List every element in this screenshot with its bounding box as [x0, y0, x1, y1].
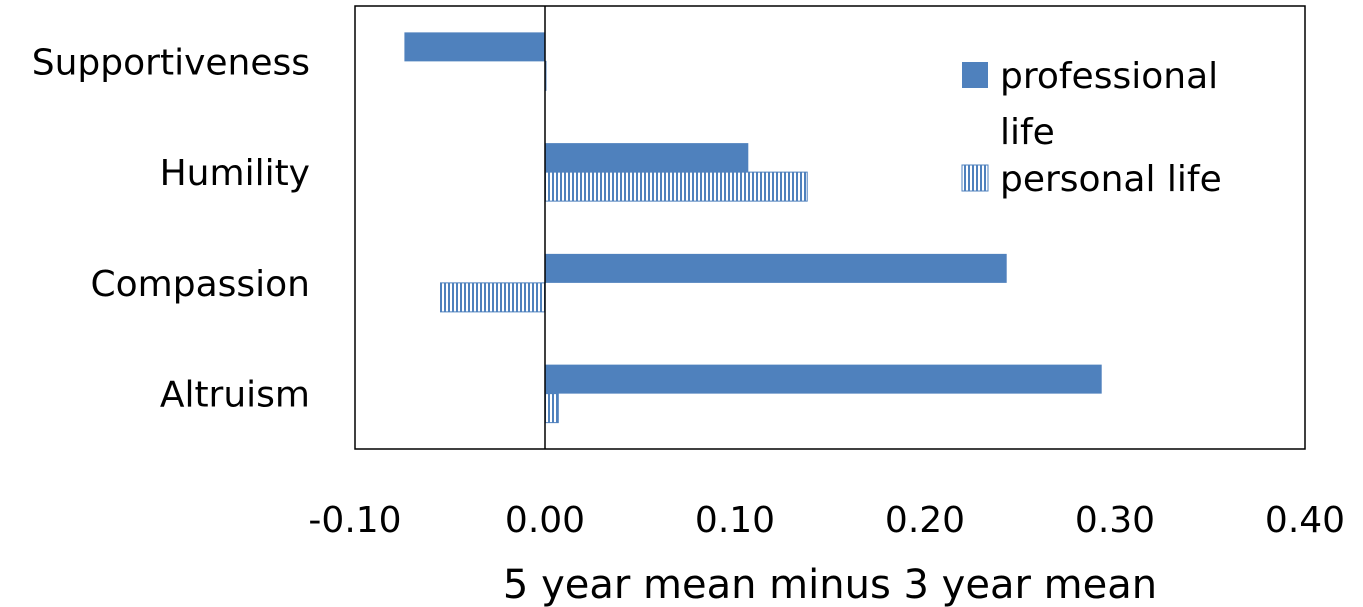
legend-label-professional-line-2: life: [1000, 112, 1055, 153]
legend-swatch-professional-life: [962, 62, 988, 88]
x-tick-label: -0.10: [308, 500, 401, 541]
bar-supportiveness-professional-life: [404, 32, 545, 62]
x-tick-label: 0.30: [1075, 500, 1155, 541]
category-label-supportiveness: Supportiveness: [32, 42, 310, 83]
category-label-compassion: Compassion: [91, 264, 311, 305]
bar-altruism-personal-life: [544, 393, 559, 424]
x-tick-labels: -0.10 0.00 0.10 0.20 0.30 0.40: [308, 500, 1345, 541]
legend-label-personal-life: personal life: [1000, 159, 1222, 200]
x-tick-label: 0.40: [1265, 500, 1345, 541]
bar-humility-personal-life: [544, 171, 808, 202]
x-axis-title: 5 year mean minus 3 year mean: [503, 562, 1157, 607]
category-label-altruism: Altruism: [160, 375, 310, 416]
x-tick-label: 0.20: [885, 500, 965, 541]
bar-compassion-personal-life: [440, 282, 546, 313]
x-tick-label: 0.10: [695, 500, 775, 541]
bar-altruism-professional-life: [545, 364, 1102, 394]
category-labels: Supportiveness Humility Compassion Altruism: [32, 42, 310, 415]
legend-swatch-personal-life: [961, 164, 989, 192]
bar-humility-professional-life: [545, 143, 749, 173]
legend-label-professional-line-1: professional: [1000, 56, 1218, 97]
legend: professional life personal life: [961, 56, 1222, 200]
x-tick-label: 0.00: [505, 500, 585, 541]
category-label-humility: Humility: [160, 153, 310, 194]
bar-compassion-professional-life: [545, 253, 1007, 283]
